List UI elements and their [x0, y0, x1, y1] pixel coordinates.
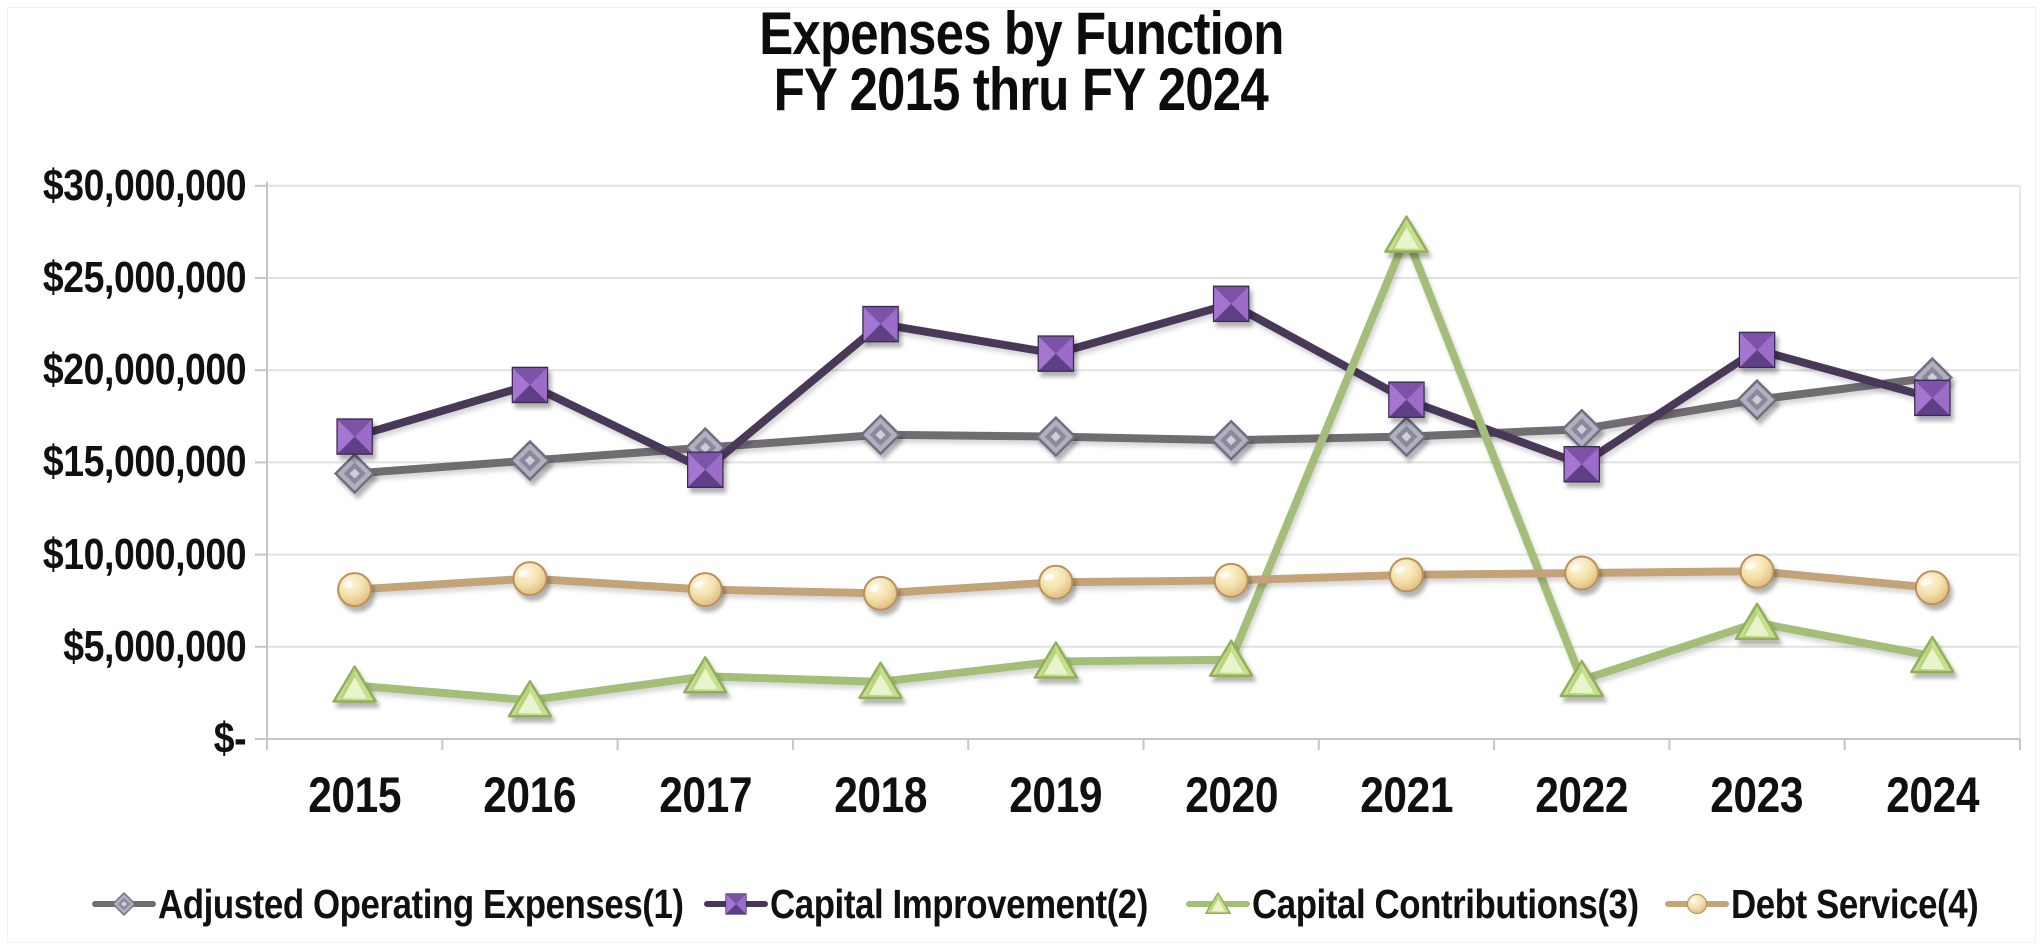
x-axis-label-2019: 2019: [1009, 767, 1103, 823]
x-axis-label-2016: 2016: [483, 767, 577, 823]
marker-diamond-adjusted-operating-expenses-2021: [1385, 415, 1428, 458]
legend-item-capital-improvement: Capital Improvement(2): [704, 876, 1215, 932]
x-axis-label-2023: 2023: [1710, 767, 1804, 823]
x-axis-label-2015: 2015: [308, 767, 402, 823]
chart-title: Expenses by Function FY 2015 thru FY 202…: [0, 0, 2042, 123]
marker-square-capital-improvement-2022: [1563, 445, 1600, 483]
marker-square-capital-improvement-2023: [1738, 331, 1776, 369]
marker-circle-debt-service-2015: [337, 572, 373, 608]
marker-triangle-capital-contributions-2022: [1559, 659, 1604, 698]
y-axis-label: $20,000,000: [42, 345, 247, 395]
marker-diamond-adjusted-operating-expenses-2018: [859, 413, 902, 456]
marker-diamond-legend: [111, 891, 137, 917]
marker-square-capital-improvement-2018: [862, 305, 899, 343]
marker-square-capital-improvement-2021: [1388, 381, 1425, 418]
legend-label: Adjusted Operating Expenses(1): [158, 880, 684, 927]
x-axis-label-2021: 2021: [1360, 767, 1453, 823]
legend-item-debt-service: Debt Service(4): [1665, 876, 2022, 932]
marker-square-capital-improvement-2019: [1037, 335, 1075, 372]
marker-diamond-adjusted-operating-expenses-2020: [1210, 419, 1252, 462]
x-axis-label-2017: 2017: [658, 767, 752, 823]
y-axis-label: $30,000,000: [42, 160, 247, 210]
marker-diamond-adjusted-operating-expenses-2016: [509, 439, 551, 482]
marker-triangle-capital-contributions-2019: [1033, 641, 1079, 679]
marker-circle-debt-service-2018: [863, 575, 899, 611]
marker-triangle-legend: [1205, 892, 1231, 915]
legend-marker-triangle-icon: [1186, 892, 1250, 915]
legend-item-adjusted-operating-expenses: Adjusted Operating Expenses(1): [92, 876, 776, 932]
series-line-capital-contributions: [350, 231, 1937, 705]
x-axis-label-2022: 2022: [1535, 767, 1629, 823]
marker-circle-debt-service-2020: [1213, 562, 1249, 598]
marker-circle-debt-service-2017: [687, 572, 723, 608]
marker-triangle-capital-contributions-2020: [1208, 639, 1254, 677]
marker-triangle-capital-contributions-2021: [1384, 215, 1429, 253]
marker-circle-debt-service-2022: [1564, 555, 1600, 591]
marker-square-capital-improvement-2015: [336, 418, 373, 455]
chart-title-line1: Expenses by Function: [758, 0, 1284, 67]
legend-marker-square-icon: [704, 893, 768, 915]
marker-square-legend: [725, 893, 747, 915]
marker-circle-debt-service-2023: [1739, 553, 1775, 589]
marker-triangle-capital-contributions-2016: [507, 680, 553, 718]
marker-square-capital-improvement-2024: [1914, 379, 1951, 417]
marker-diamond-adjusted-operating-expenses-2015: [333, 452, 376, 495]
series-line-adjusted-operating-expenses: [350, 373, 1937, 478]
legend-label: Capital Contributions(3): [1252, 880, 1639, 927]
x-axis-label-2024: 2024: [1885, 767, 1979, 823]
marker-square-capital-improvement-2020: [1212, 285, 1250, 323]
y-axis-label: $25,000,000: [42, 253, 247, 302]
y-axis-label: $5,000,000: [63, 621, 246, 671]
x-axis-label-2018: 2018: [834, 767, 927, 823]
marker-diamond-adjusted-operating-expenses-2022: [1560, 408, 1603, 450]
marker-diamond-adjusted-operating-expenses-2019: [1035, 415, 1077, 458]
legend-marker-circle-icon: [1665, 893, 1729, 915]
marker-square-capital-improvement-2017: [687, 451, 724, 489]
marker-circle-debt-service-2016: [512, 561, 548, 597]
marker-diamond-adjusted-operating-expenses-2023: [1736, 378, 1778, 421]
legend-label: Debt Service(4): [1731, 880, 1979, 927]
marker-triangle-capital-contributions-2018: [858, 661, 903, 700]
marker-circle-debt-service-2019: [1038, 564, 1074, 600]
marker-triangle-capital-contributions-2023: [1734, 602, 1780, 641]
x-axis-label-2020: 2020: [1184, 767, 1278, 823]
marker-square-capital-improvement-2016: [511, 366, 549, 404]
marker-triangle-capital-contributions-2017: [683, 656, 728, 694]
legend-label: Capital Improvement(2): [770, 880, 1148, 927]
marker-triangle-capital-contributions-2015: [332, 665, 377, 703]
marker-circle-debt-service-2021: [1388, 557, 1424, 593]
marker-circle-legend: [1686, 893, 1708, 915]
marker-triangle-capital-contributions-2024: [1910, 635, 1955, 674]
legend-marker-diamond-icon: [92, 891, 156, 917]
legend-item-capital-contributions: Capital Contributions(3): [1186, 876, 1707, 932]
y-axis-label: $10,000,000: [42, 529, 247, 579]
series-line-debt-service: [350, 567, 1937, 598]
series-line-capital-improvement: [350, 299, 1937, 474]
y-axis-label: $-: [213, 714, 247, 763]
y-axis-label: $15,000,000: [42, 437, 247, 487]
marker-circle-debt-service-2024: [1914, 570, 1950, 606]
chart-title-line2: FY 2015 thru FY 2024: [773, 56, 1269, 123]
